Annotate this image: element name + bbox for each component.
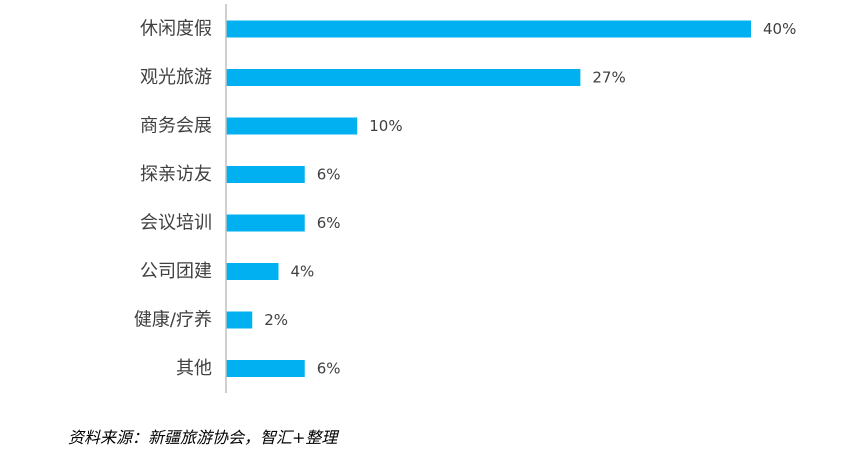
category-label: 其他 [176, 358, 212, 379]
bar [226, 214, 305, 232]
category-label: 观光旅游 [140, 67, 212, 88]
category-label: 休闲度假 [140, 19, 212, 40]
data-label: 6% [317, 360, 341, 378]
source-note: 资料来源：新疆旅游协会，智汇+整理 [68, 428, 338, 447]
category-label: 会议培训 [140, 213, 212, 234]
bar [226, 311, 253, 329]
bar [226, 166, 305, 183]
bar [226, 117, 358, 135]
data-label: 6% [317, 166, 341, 184]
bar [226, 360, 305, 377]
data-label: 2% [264, 311, 288, 329]
data-label: 10% [369, 117, 402, 135]
category-label: 探亲访友 [140, 164, 212, 185]
data-label: 6% [317, 214, 341, 232]
category-label: 健康/疗养 [134, 310, 212, 331]
data-label: 4% [291, 263, 315, 281]
data-label: 40% [763, 20, 796, 38]
category-label: 商务会展 [140, 116, 212, 137]
bar [226, 69, 581, 86]
bar [226, 20, 751, 38]
bar-chart: 休闲度假 40% 观光旅游 27% 商务会展 10% 探亲访友 6% 会议培训 6% 公司团建 4% 健… [134, 4, 796, 393]
category-label: 公司团建 [140, 261, 212, 282]
bars-group: 休闲度假 40% 观光旅游 27% 商务会展 10% 探亲访友 6% 会议培训 6% 公司团建 4% 健… [134, 19, 796, 380]
bar [226, 263, 279, 280]
data-label: 27% [592, 69, 625, 87]
